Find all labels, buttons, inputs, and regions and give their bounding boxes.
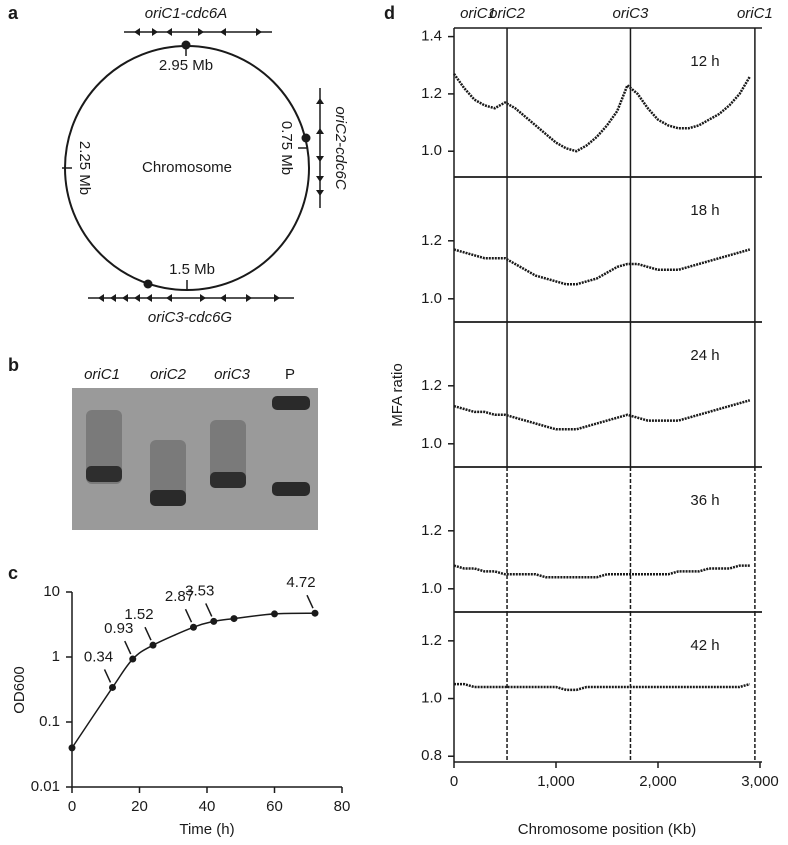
origin-dot bbox=[301, 133, 311, 143]
x-tick-label: 3,000 bbox=[741, 773, 779, 790]
time-label: 24 h bbox=[690, 347, 719, 364]
label-arrow bbox=[306, 594, 314, 609]
gel-band bbox=[86, 466, 122, 482]
time-label: 18 h bbox=[690, 202, 719, 219]
gel-band bbox=[272, 482, 310, 496]
data-line bbox=[454, 682, 751, 692]
label-arrow bbox=[205, 603, 213, 617]
value-label: 0.93 bbox=[104, 620, 133, 637]
y-tick-label: 10 bbox=[43, 583, 60, 600]
data-point bbox=[68, 744, 76, 752]
label-arrow bbox=[144, 626, 152, 641]
value-label: 0.34 bbox=[84, 648, 113, 665]
y-axis-title: OD600 bbox=[11, 666, 28, 714]
data-point bbox=[109, 683, 116, 691]
gene-label: oriC3-cdc6G bbox=[148, 309, 233, 326]
data-point bbox=[129, 655, 137, 663]
x-tick-label: 80 bbox=[334, 798, 351, 815]
x-tick-label: 1,000 bbox=[537, 773, 575, 790]
gene-label: oriC1-cdc6A bbox=[145, 5, 228, 22]
origin-label: oriC3 bbox=[613, 5, 650, 22]
origin-dot bbox=[181, 40, 191, 50]
y-tick-label: 1.4 bbox=[421, 28, 442, 45]
label-arrow bbox=[184, 608, 193, 623]
y-tick-label: 1.2 bbox=[421, 85, 442, 102]
lane-label: oriC1 bbox=[84, 366, 120, 383]
y-tick-label: 1.2 bbox=[421, 522, 442, 539]
x-tick-label: 40 bbox=[199, 798, 216, 815]
data-point bbox=[271, 610, 278, 618]
gel-smear bbox=[150, 440, 186, 506]
panel-letter: b bbox=[8, 355, 19, 375]
y-tick-label: 1.0 bbox=[421, 290, 442, 307]
position-label: 0.75 Mb bbox=[278, 121, 295, 175]
data-point bbox=[230, 615, 238, 623]
gel-band bbox=[210, 472, 246, 488]
gene-arrows bbox=[98, 294, 280, 302]
panel-letter: c bbox=[8, 563, 18, 583]
origin-dot bbox=[143, 279, 153, 289]
value-label: 4.72 bbox=[286, 574, 315, 591]
x-axis-title: Chromosome position (Kb) bbox=[518, 821, 696, 838]
data-point bbox=[190, 623, 197, 631]
data-point bbox=[210, 617, 218, 625]
x-axis-title: Time (h) bbox=[179, 821, 234, 838]
origin-label: oriC1 bbox=[460, 5, 496, 22]
panel-letter: a bbox=[8, 3, 19, 23]
y-axis-title: MFA ratio bbox=[389, 363, 406, 426]
x-tick-label: 20 bbox=[131, 798, 148, 815]
gene-label: oriC2-cdc6C bbox=[332, 106, 349, 190]
chromosome-diagram: 2.95 Mb oriC1-cdc6A 0.75 Mb oriC2-cdc6C … bbox=[62, 5, 349, 326]
position-label: 2.95 Mb bbox=[159, 57, 213, 74]
y-tick-label: 1.2 bbox=[421, 232, 442, 249]
gene-arrows bbox=[316, 98, 324, 196]
time-label: 42 h bbox=[690, 637, 719, 654]
value-label: 2.87 bbox=[165, 588, 194, 605]
lane-label: oriC3 bbox=[214, 366, 251, 383]
x-tick-label: 0 bbox=[450, 773, 458, 790]
label-arrow bbox=[103, 669, 112, 683]
value-label: 3.53 bbox=[185, 582, 214, 599]
x-tick-label: 0 bbox=[68, 798, 76, 815]
y-tick-label: 0.1 bbox=[39, 713, 60, 730]
data-line bbox=[453, 248, 751, 286]
time-label: 36 h bbox=[690, 492, 719, 509]
origin-label: oriC2 bbox=[489, 5, 526, 22]
position-label: 2.25 Mb bbox=[76, 141, 93, 195]
y-tick-label: 1.2 bbox=[421, 632, 442, 649]
time-label: 12 h bbox=[690, 53, 719, 70]
value-label: 1.52 bbox=[124, 606, 153, 623]
y-tick-label: 1.0 bbox=[421, 690, 442, 707]
data-point bbox=[149, 641, 157, 649]
x-tick-label: 2,000 bbox=[639, 773, 677, 790]
y-tick-label: 1.0 bbox=[421, 142, 442, 159]
y-tick-label: 1 bbox=[52, 648, 60, 665]
y-tick-label: 0.8 bbox=[421, 747, 442, 764]
label-arrow bbox=[124, 640, 132, 655]
data-line bbox=[453, 399, 751, 431]
gel-smear bbox=[210, 420, 246, 488]
origin-label: oriC1 bbox=[737, 5, 773, 22]
lane-label: oriC2 bbox=[150, 366, 187, 383]
gel-band bbox=[150, 490, 186, 506]
data-point bbox=[311, 609, 319, 617]
y-tick-label: 1.0 bbox=[421, 435, 442, 452]
y-tick-label: 1.0 bbox=[421, 580, 442, 597]
gel-smear bbox=[86, 410, 122, 484]
position-label: 1.5 Mb bbox=[169, 261, 215, 278]
gel-band bbox=[272, 396, 310, 410]
panel-letter: d bbox=[384, 3, 395, 23]
x-tick-label: 60 bbox=[266, 798, 283, 815]
center-label: Chromosome bbox=[142, 159, 232, 176]
data-line bbox=[453, 564, 750, 579]
gel-image: oriC1 oriC2 oriC3 P bbox=[72, 366, 318, 530]
y-tick-label: 1.2 bbox=[421, 377, 442, 394]
y-tick-label: 0.01 bbox=[31, 778, 60, 795]
gene-arrows bbox=[134, 28, 262, 36]
lane-label: P bbox=[285, 366, 295, 383]
data-line bbox=[452, 73, 751, 153]
